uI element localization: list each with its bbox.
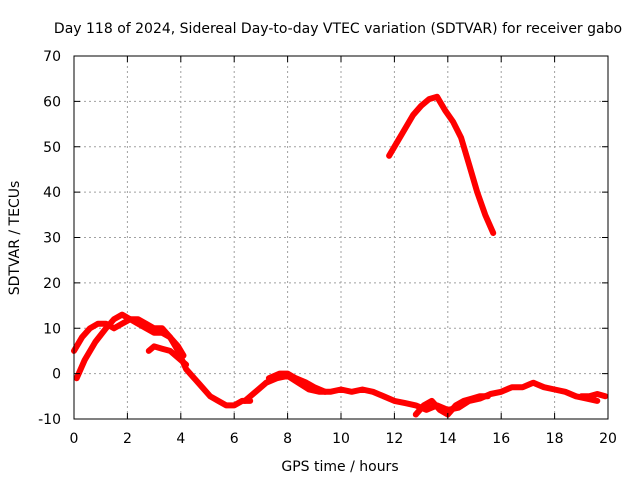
x-tick-label: 16 [492,431,510,447]
series-line-track-f [412,393,491,418]
x-tick-label: 20 [599,431,617,447]
series-line-track-h [386,93,497,236]
series-line-track-e [265,370,328,395]
x-tick-label: 14 [439,431,457,447]
y-tick-label: 10 [43,321,61,337]
grid-layer [74,56,608,419]
x-axis-label: GPS time / hours [281,459,398,475]
x-tick-label: 2 [123,431,132,447]
x-tick-label: 8 [283,431,292,447]
y-tick-label: 50 [43,140,61,156]
y-tick-label: 20 [43,276,61,292]
series-line-track-g [578,391,609,400]
chart-title: Day 118 of 2024, Sidereal Day-to-day VTE… [54,21,622,37]
x-tick-label: 6 [230,431,239,447]
x-tick-label: 4 [176,431,185,447]
y-axis-label: SDTVAR / TECUs [7,181,23,296]
series-line-track-c [145,343,190,368]
x-tick-label: 10 [332,431,350,447]
y-tick-label: 70 [43,49,61,65]
y-tick-label: 60 [43,94,61,110]
x-tick-label: 18 [546,431,564,447]
x-tick-label: 0 [70,431,79,447]
y-tick-label: 40 [43,185,61,201]
tick-layer: 0 2 4 6 8 10 12 14 16 18 20 -10 0 10 20 30 40 50 60 70 [38,49,617,447]
series-line-track-b [73,311,187,382]
y-tick-label: 0 [52,367,61,383]
y-tick-label: -10 [38,412,61,428]
series-line-track-a [71,316,254,409]
y-tick-label: 30 [43,231,61,247]
x-tick-label: 12 [385,431,403,447]
series-layer [71,93,609,418]
